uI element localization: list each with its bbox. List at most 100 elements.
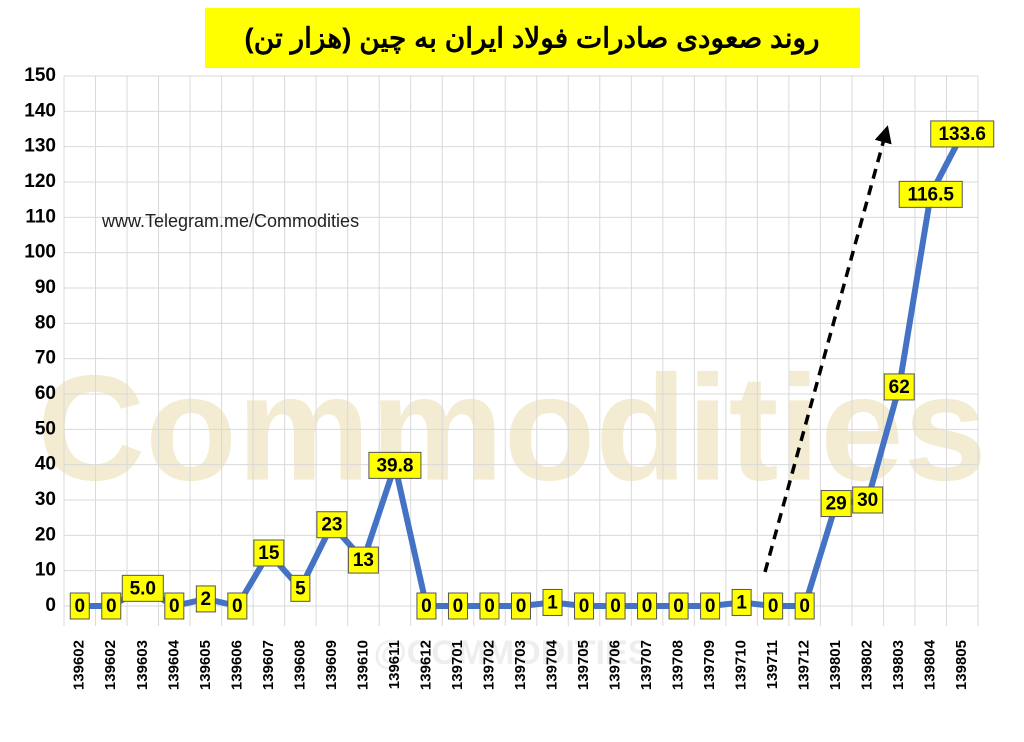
x-tick-label: 139804 bbox=[922, 639, 939, 690]
value-label: 0 bbox=[453, 596, 464, 617]
value-label: 0 bbox=[169, 596, 180, 617]
value-label: 1 bbox=[547, 592, 558, 613]
value-label: 5.0 bbox=[130, 578, 156, 599]
value-label-box bbox=[164, 592, 185, 620]
value-label-box bbox=[852, 486, 884, 514]
value-label: 13 bbox=[353, 550, 374, 571]
y-tick-label: 40 bbox=[35, 454, 56, 475]
y-tick-label: 110 bbox=[25, 206, 56, 227]
x-tick-label: 139608 bbox=[291, 640, 308, 690]
x-tick-label: 139801 bbox=[827, 640, 844, 690]
value-label: 0 bbox=[768, 596, 779, 617]
y-tick-label: 50 bbox=[35, 418, 56, 439]
value-label-box bbox=[574, 592, 595, 620]
value-label: 1 bbox=[736, 592, 747, 613]
y-tick-label: 140 bbox=[24, 100, 56, 121]
value-label: 15 bbox=[258, 543, 280, 564]
trend-arrow bbox=[763, 125, 892, 573]
value-label: 0 bbox=[232, 596, 243, 617]
value-label-box bbox=[416, 592, 437, 620]
value-label-box bbox=[347, 546, 379, 574]
value-label-box bbox=[700, 592, 721, 620]
x-tick-label: 139805 bbox=[953, 640, 970, 690]
x-tick-label: 139611 bbox=[386, 640, 403, 689]
value-label-box bbox=[290, 574, 311, 602]
x-tick-label: 139706 bbox=[607, 640, 624, 690]
value-label: 0 bbox=[610, 596, 621, 617]
value-label-box bbox=[930, 120, 995, 148]
x-tick-label: 139612 bbox=[417, 640, 434, 690]
value-label-box bbox=[368, 451, 422, 479]
y-tick-label: 150 bbox=[24, 65, 56, 86]
chart-title: روند صعودی صادرات فولاد ایران به چین (هز… bbox=[244, 22, 819, 55]
x-tick-label: 139704 bbox=[543, 639, 560, 690]
x-tick-label: 139610 bbox=[354, 640, 371, 690]
value-label: 0 bbox=[421, 596, 432, 617]
value-label: 0 bbox=[642, 596, 653, 617]
x-tick-label: 139607 bbox=[260, 640, 277, 690]
x-tick-label: 139609 bbox=[323, 640, 340, 690]
x-tick-label: 139702 bbox=[480, 640, 497, 690]
x-tick-label: 139603 bbox=[134, 640, 151, 690]
y-tick-label: 90 bbox=[35, 277, 56, 298]
x-tick-label: 139709 bbox=[701, 640, 718, 690]
value-label-box bbox=[69, 592, 90, 620]
x-tick-label: 139606 bbox=[228, 640, 245, 690]
annotation: www.Telegram.me/Commodities bbox=[101, 211, 359, 231]
x-tick-label: 139803 bbox=[890, 640, 907, 690]
x-tick-label: 139605 bbox=[197, 640, 214, 690]
y-tick-label: 100 bbox=[24, 242, 56, 263]
value-label-box bbox=[195, 585, 216, 613]
value-label-box bbox=[898, 180, 963, 208]
value-label: 0 bbox=[484, 596, 495, 617]
watermark: Commodities bbox=[37, 344, 987, 512]
y-tick-label: 130 bbox=[24, 136, 56, 157]
value-label-box bbox=[253, 539, 285, 567]
value-label-box bbox=[542, 588, 563, 616]
x-tick-label: 139604 bbox=[165, 639, 182, 690]
value-label: 116.5 bbox=[907, 184, 954, 205]
x-tick-label: 139602 bbox=[71, 640, 88, 690]
value-label-box bbox=[479, 592, 500, 620]
value-label: 0 bbox=[705, 596, 716, 617]
value-label-box bbox=[637, 592, 658, 620]
value-label: 29 bbox=[826, 494, 847, 515]
x-tick-label: 139602 bbox=[102, 640, 119, 690]
value-label: 2 bbox=[201, 589, 212, 610]
value-label-box bbox=[121, 574, 164, 602]
value-label-box bbox=[101, 592, 122, 620]
x-tick-label: 139711 bbox=[764, 640, 781, 689]
y-tick-label: 30 bbox=[35, 489, 56, 510]
value-label: 39.8 bbox=[376, 455, 413, 476]
value-label-box bbox=[763, 592, 784, 620]
x-tick-label: 139701 bbox=[449, 640, 466, 690]
value-label: 5 bbox=[295, 578, 306, 599]
y-tick-label: 120 bbox=[24, 171, 56, 192]
value-label: 23 bbox=[321, 515, 342, 536]
x-tick-label: 139705 bbox=[575, 640, 592, 690]
value-label-box bbox=[316, 511, 348, 539]
y-tick-label: 80 bbox=[35, 312, 56, 333]
value-label-box bbox=[820, 490, 852, 518]
x-tick-label: 139712 bbox=[796, 640, 813, 690]
watermark-handle: @COMMODITIES bbox=[374, 634, 651, 672]
x-tick-label: 139802 bbox=[859, 640, 876, 690]
y-tick-label: 60 bbox=[35, 383, 56, 404]
value-label: 0 bbox=[673, 596, 684, 617]
value-label-box bbox=[731, 588, 752, 616]
y-tick-label: 10 bbox=[35, 560, 56, 581]
y-tick-label: 0 bbox=[45, 595, 56, 616]
value-label: 0 bbox=[579, 596, 590, 617]
value-label-box bbox=[794, 592, 815, 620]
value-label-box bbox=[227, 592, 248, 620]
value-label-box bbox=[447, 592, 468, 620]
value-label: 0 bbox=[106, 596, 117, 617]
x-tick-label: 139710 bbox=[733, 640, 750, 690]
x-tick-label: 139708 bbox=[670, 640, 687, 690]
value-label: 30 bbox=[857, 490, 878, 511]
value-label-box bbox=[605, 592, 626, 620]
y-tick-label: 70 bbox=[35, 348, 56, 369]
x-tick-label: 139707 bbox=[638, 640, 655, 690]
y-tick-label: 20 bbox=[35, 524, 56, 545]
value-label-box bbox=[668, 592, 689, 620]
